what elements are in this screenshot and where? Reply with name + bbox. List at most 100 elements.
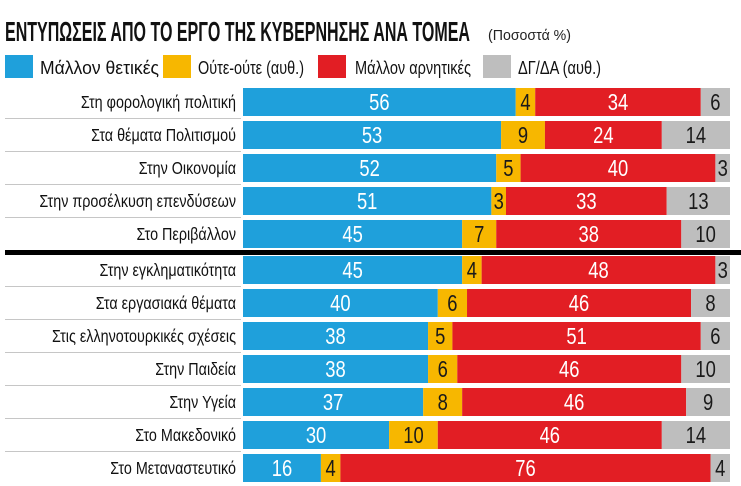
value-label-negative: 34 xyxy=(608,90,628,115)
value-label-dk-na: 3 xyxy=(718,156,728,181)
value-label-group-positive: 37 xyxy=(323,390,343,415)
bar-row: Στην Παιδεία 38 6 46 10 xyxy=(155,355,730,383)
value-label-group-neutral: 8 xyxy=(438,390,448,415)
value-label-dk-na: 10 xyxy=(695,357,715,382)
value-label-group-neutral: 6 xyxy=(447,291,457,316)
bar-row: Στη φορολογική πολιτική 56 4 34 6 xyxy=(81,88,730,116)
value-label-dk-na: 8 xyxy=(705,291,715,316)
bar-segment-positive xyxy=(243,154,497,182)
value-label-group-positive: 45 xyxy=(342,258,362,283)
value-label-group-negative: 76 xyxy=(515,456,535,481)
bar-segment-neutral xyxy=(515,88,536,116)
value-label-negative: 46 xyxy=(569,291,589,316)
value-label-group-negative: 46 xyxy=(540,423,560,448)
value-label-group-negative: 51 xyxy=(566,324,586,349)
bar-segment-negative xyxy=(496,220,682,248)
value-label-group-negative: 48 xyxy=(588,258,608,283)
value-label-group-neutral: 10 xyxy=(403,423,423,448)
value-label-dk-na: 6 xyxy=(710,90,720,115)
bar-segment-negative xyxy=(457,355,682,383)
value-label-positive: 16 xyxy=(272,456,292,481)
value-label-group-negative: 33 xyxy=(576,189,596,214)
legend-item-positive: Μάλλον θετικές xyxy=(5,55,159,78)
bar-row: Στα θέματα Πολιτισμού 53 9 24 14 xyxy=(91,121,730,149)
value-label-negative: 40 xyxy=(608,156,628,181)
value-label-neutral: 4 xyxy=(467,258,477,283)
value-label-group-dk-na: 6 xyxy=(710,324,720,349)
bar-row: Στο Μακεδονικό 30 10 46 14 xyxy=(135,421,730,449)
value-label-negative: 24 xyxy=(593,123,613,148)
value-label-group-positive: 45 xyxy=(342,222,362,247)
category-label-group: Στα θέματα Πολιτισμού xyxy=(91,127,236,146)
value-label-neutral: 10 xyxy=(403,423,423,448)
value-label-neutral: 6 xyxy=(438,357,448,382)
bar-segment-negative xyxy=(462,388,687,416)
value-label-negative: 38 xyxy=(579,222,599,247)
category-label-group: Στο Μεταναστευτικό xyxy=(110,460,236,479)
value-label-dk-na: 14 xyxy=(686,423,706,448)
bar-segment-neutral xyxy=(428,355,458,383)
bar-row: Στα εργασιακά θέματα 40 6 46 8 xyxy=(96,289,730,317)
category-label-group: Στη φορολογική πολιτική xyxy=(81,94,236,113)
category-label: Στην Οικονομία xyxy=(139,160,236,179)
category-label: Στο Περιβάλλον xyxy=(136,226,236,245)
value-label-dk-na: 6 xyxy=(710,324,720,349)
bar-segment-positive xyxy=(243,121,502,149)
bar-segment-negative xyxy=(467,289,692,317)
bar-row: Στο Μεταναστευτικό 16 4 76 4 xyxy=(110,454,730,482)
value-label-group-negative: 46 xyxy=(559,357,579,382)
bar-segment-negative xyxy=(452,322,701,350)
value-label-positive: 38 xyxy=(325,357,345,382)
category-label: Στο Μακεδονικό xyxy=(135,427,236,446)
legend-item-dk-na: ΔΓ/ΔΑ (αυθ.) xyxy=(483,55,601,78)
value-label-group-negative: 46 xyxy=(564,390,584,415)
value-label-negative: 46 xyxy=(564,390,584,415)
value-label-dk-na: 9 xyxy=(703,390,713,415)
value-label-group-neutral: 9 xyxy=(518,123,528,148)
value-label-neutral: 6 xyxy=(447,291,457,316)
bar-row: Στην εγκληματικότητα 45 4 48 3 xyxy=(100,256,730,284)
bar-segment-dk-na xyxy=(681,355,730,383)
category-label-group: Στην Παιδεία xyxy=(155,361,236,380)
bar-segment-neutral xyxy=(462,220,497,248)
value-label-group-positive: 53 xyxy=(362,123,382,148)
bar-segment-positive xyxy=(243,355,429,383)
value-label-group-dk-na: 10 xyxy=(695,222,715,247)
value-label-neutral: 4 xyxy=(520,90,530,115)
value-label-group-neutral: 7 xyxy=(474,222,484,247)
category-label: Στη φορολογική πολιτική xyxy=(81,94,236,113)
bar-segment-dk-na xyxy=(691,289,730,317)
bar-segment-neutral xyxy=(320,454,341,482)
bar-segment-dk-na xyxy=(715,154,730,182)
bar-segment-negative xyxy=(544,121,662,149)
bar-row: Στην Υγεία 37 8 46 9 xyxy=(169,388,730,416)
bar-segment-neutral xyxy=(491,187,506,215)
value-label-dk-na: 3 xyxy=(718,258,728,283)
value-label-neutral: 8 xyxy=(438,390,448,415)
bar-segment-dk-na xyxy=(681,220,730,248)
value-label-group-neutral: 6 xyxy=(438,357,448,382)
bar-segment-dk-na xyxy=(700,322,730,350)
value-label-group-negative: 38 xyxy=(579,222,599,247)
value-label-positive: 45 xyxy=(342,258,362,283)
category-label: Στο Μεταναστευτικό xyxy=(110,460,236,479)
value-label-neutral: 5 xyxy=(503,156,513,181)
value-label-negative: 33 xyxy=(576,189,596,214)
bar-segment-dk-na xyxy=(686,388,730,416)
value-label-group-neutral: 4 xyxy=(467,258,477,283)
value-label-positive: 51 xyxy=(357,189,377,214)
bar-segment-neutral xyxy=(437,289,468,317)
category-label: Στην εγκληματικότητα xyxy=(100,262,236,281)
value-label-group-dk-na: 3 xyxy=(718,156,728,181)
category-label: Στα θέματα Πολιτισμού xyxy=(91,127,236,146)
category-label-group: Στις ελληνοτουρκικές σχέσεις xyxy=(52,328,236,347)
group-divider xyxy=(5,250,741,255)
value-label-negative: 51 xyxy=(566,324,586,349)
value-label-negative: 76 xyxy=(515,456,535,481)
category-label: Στα εργασιακά θέματα xyxy=(96,295,236,314)
bar-segment-positive xyxy=(243,220,463,248)
category-label: Στις ελληνοτουρκικές σχέσεις xyxy=(52,328,236,347)
value-label-group-negative: 34 xyxy=(608,90,628,115)
bar-segment-dk-na xyxy=(666,187,730,215)
